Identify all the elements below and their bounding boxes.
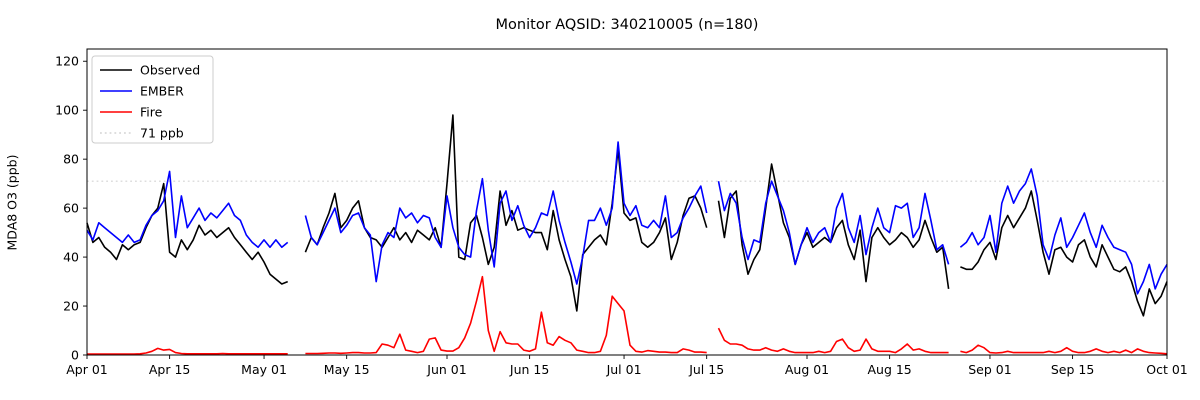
series-observed-line [86, 182, 289, 285]
plot-border [86, 48, 1168, 356]
x-tick-label: Sep 01 [968, 362, 1011, 377]
legend-item-observed-label: Observed [140, 63, 200, 78]
x-tick-label: Sep 15 [1051, 362, 1094, 377]
x-tick-label: Aug 15 [867, 362, 911, 377]
y-axis-label: MDA8 O3 (ppb) [4, 154, 20, 251]
y-tick-label: 80 [63, 152, 79, 167]
x-tick-label: Aug 01 [785, 362, 829, 377]
y-tick-label: 120 [55, 54, 79, 69]
series-fire-line [960, 344, 1168, 355]
series-observed-line [304, 114, 708, 312]
series-fire-line [717, 327, 949, 354]
legend-item-threshold-label: 71 ppb [140, 126, 184, 141]
x-tick-label: May 01 [241, 362, 287, 377]
x-tick-label: Jul 01 [606, 362, 642, 377]
legend-item-fire-label: Fire [140, 105, 163, 120]
y-tick-label: 60 [63, 201, 79, 216]
x-tick-label: Jul 15 [688, 362, 724, 377]
y-tick-label: 0 [71, 348, 79, 363]
chart-title: Monitor AQSID: 340210005 (n=180) [495, 17, 759, 33]
x-tick-label: Oct 01 [1146, 362, 1188, 377]
series-fire-line [305, 275, 707, 355]
legend-box [91, 55, 214, 144]
series-observed-line [717, 163, 950, 290]
x-tick-label: Apr 01 [66, 362, 108, 377]
x-tick-label: Apr 15 [149, 362, 191, 377]
legend-item-ember-label: EMBER [140, 84, 184, 99]
series-ember-line [304, 141, 708, 285]
series-ember-line [959, 168, 1168, 295]
series-ember-line [717, 180, 950, 266]
series-observed-line [960, 190, 1168, 317]
x-tick-label: Jun 01 [426, 362, 466, 377]
y-tick-label: 20 [63, 299, 79, 314]
x-tick-label: Jun 15 [509, 362, 549, 377]
y-tick-label: 100 [55, 103, 79, 118]
series-fire-line [87, 347, 288, 355]
y-tick-label: 40 [63, 250, 79, 265]
series-ember-line [86, 170, 289, 249]
x-tick-label: May 15 [324, 362, 370, 377]
